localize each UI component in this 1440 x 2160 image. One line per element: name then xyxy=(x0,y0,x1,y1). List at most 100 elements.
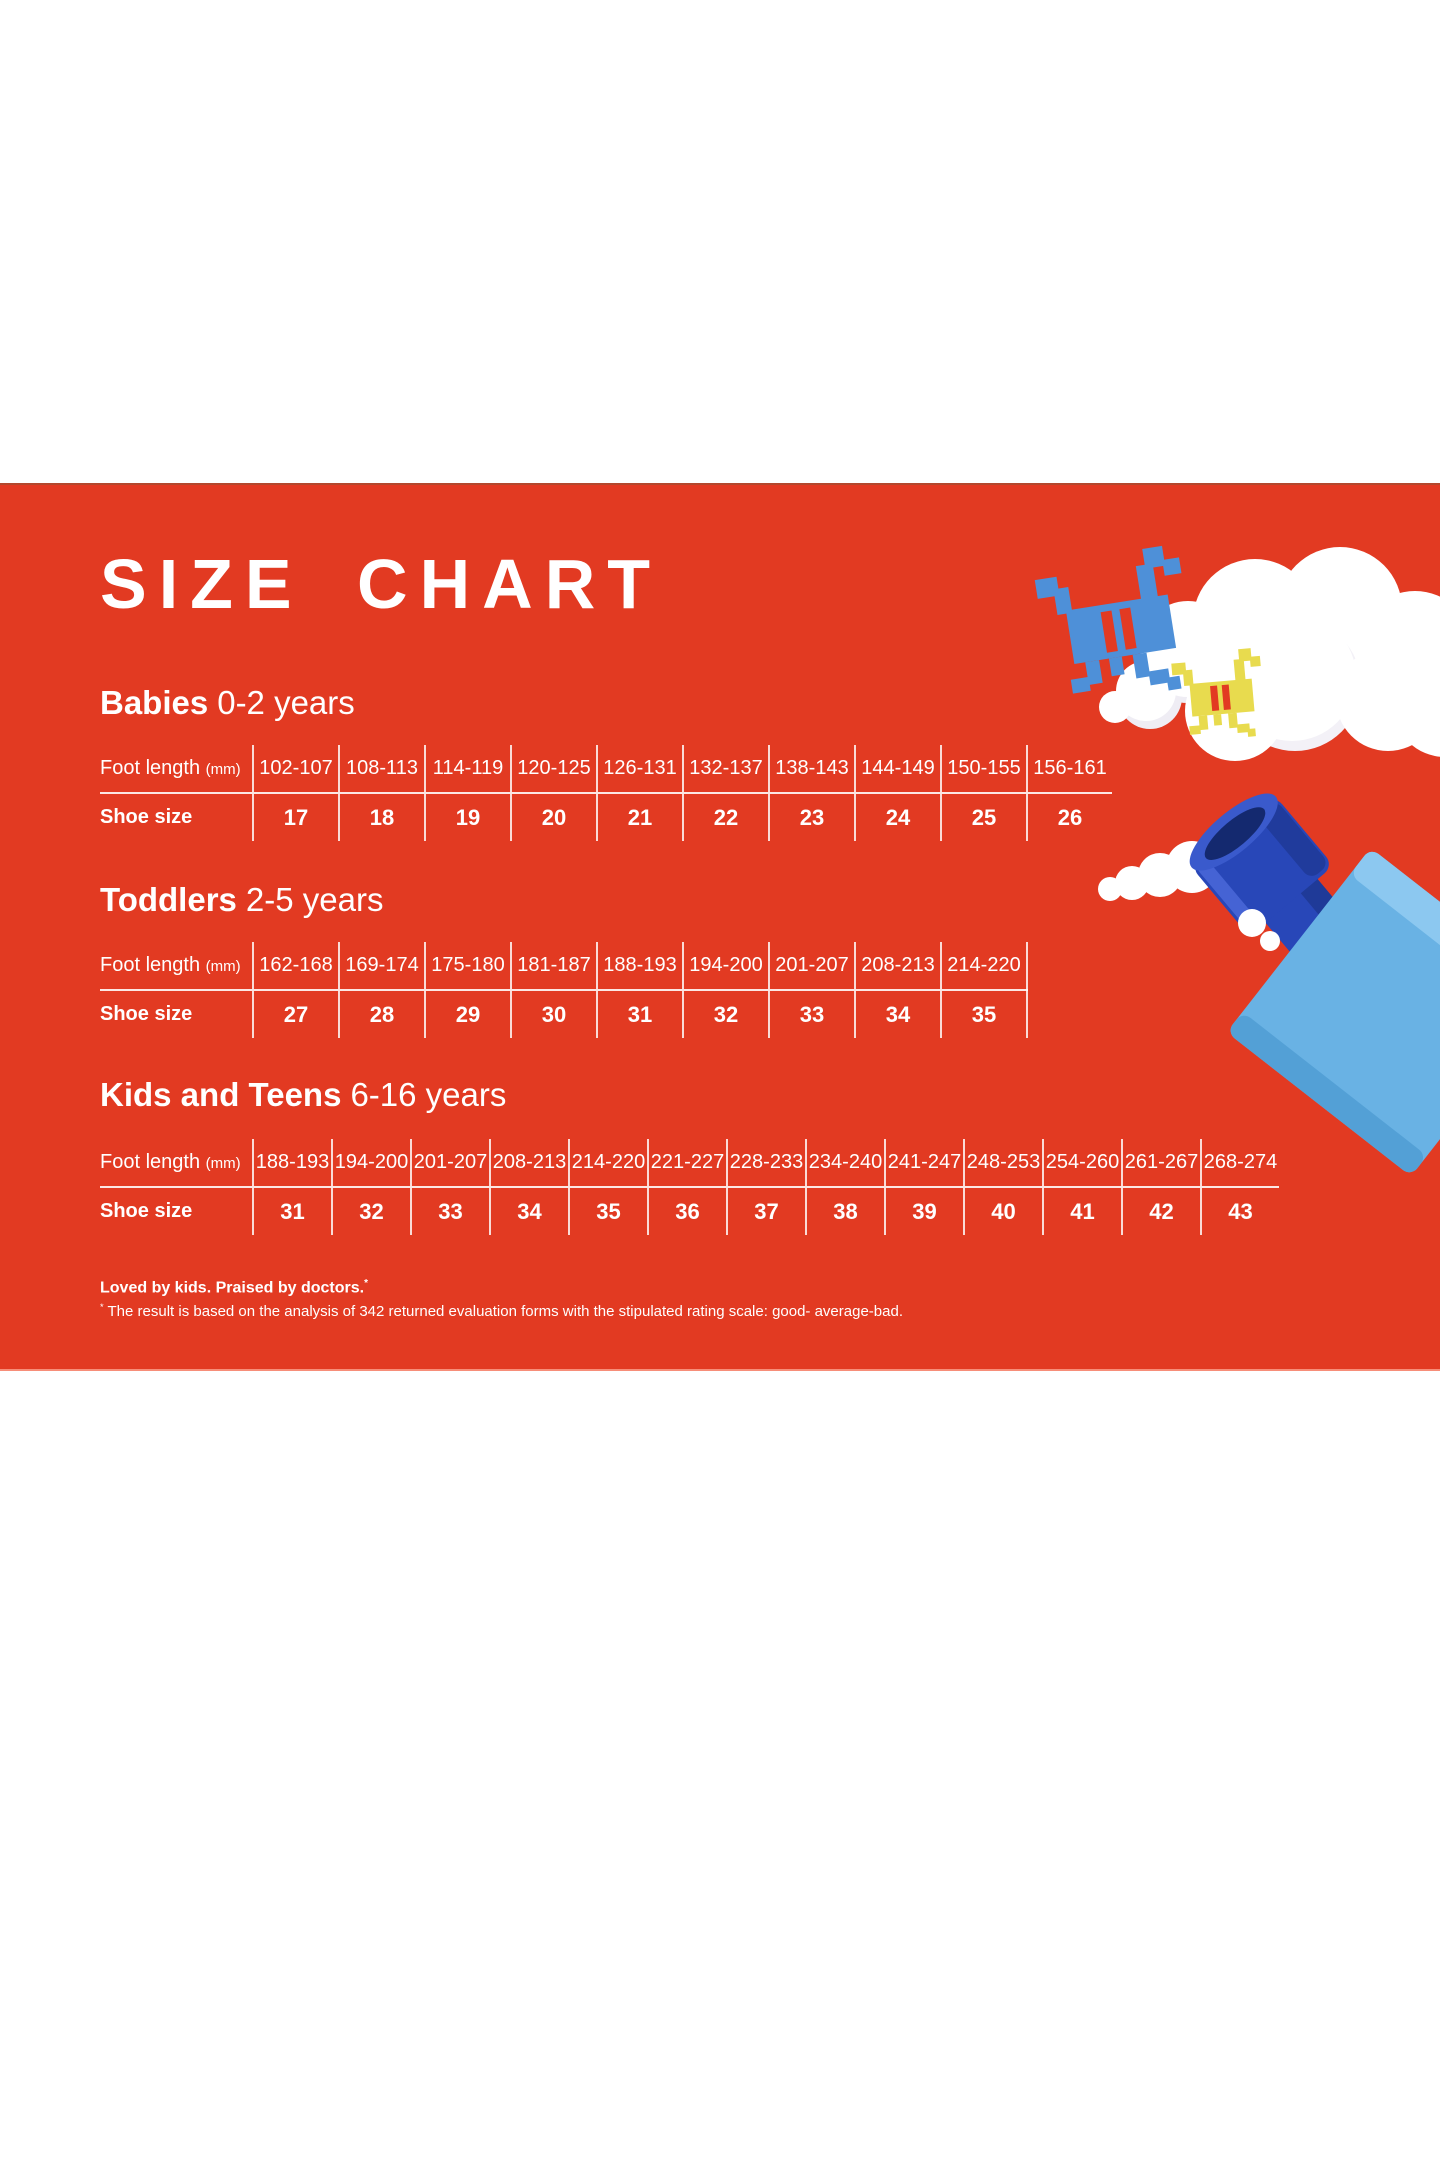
shoe-size-cell: 32 xyxy=(331,1187,411,1235)
foot-length-range-cell: 234-240 xyxy=(805,1139,885,1188)
foot-length-range-cell: 261-267 xyxy=(1121,1139,1201,1188)
pixel-invader-toy-icon xyxy=(1034,545,1182,694)
cloud-icon xyxy=(1099,547,1440,761)
shoe-size-cell: 33 xyxy=(768,990,855,1038)
foot-length-range-cell: 169-174 xyxy=(338,942,425,991)
shoe-size-cell: 29 xyxy=(424,990,511,1038)
size-chart-banner: SIZE CHART Babies 0-2 years Foot length (… xyxy=(0,483,1440,1371)
shoe-size-cell: 25 xyxy=(940,793,1027,841)
section-age-range: 6-16 years xyxy=(350,1076,507,1113)
toddlers-size-table: Foot length (mm) 162-168 169-174 175-180 181… xyxy=(100,942,1028,1038)
foot-length-range-cell: 194-200 xyxy=(331,1139,411,1188)
shoe-size-cell: 35 xyxy=(940,990,1028,1038)
foot-length-range-cell: 132-137 xyxy=(682,745,769,794)
foot-length-range-cell: 126-131 xyxy=(596,745,683,794)
foot-length-row: Foot length (mm) 102-107 108-113 114-119 120… xyxy=(100,745,1112,794)
foot-length-range-cell: 228-233 xyxy=(726,1139,806,1188)
section-name: Toddlers xyxy=(100,881,237,918)
shoe-size-cell: 21 xyxy=(596,793,683,841)
asterisk: * xyxy=(364,1278,368,1289)
foot-length-range-cell: 254-260 xyxy=(1042,1139,1122,1188)
foot-length-range-cell: 150-155 xyxy=(940,745,1027,794)
foot-length-range-cell: 188-193 xyxy=(596,942,683,991)
foot-length-row: Foot length (mm) 162-168 169-174 175-180 181… xyxy=(100,942,1028,991)
foot-length-range-cell: 201-207 xyxy=(410,1139,490,1188)
shoe-size-row: Shoe size 17 18 19 20 21 22 23 24 25 26 xyxy=(100,793,1112,841)
foot-length-range-cell: 175-180 xyxy=(424,942,511,991)
shoe-size-row: Shoe size 27 28 29 30 31 32 33 34 35 xyxy=(100,990,1028,1038)
foot-length-range-cell: 208-213 xyxy=(489,1139,569,1188)
shoe-size-cell: 39 xyxy=(884,1187,964,1235)
section-heading-babies: Babies 0-2 years xyxy=(100,686,355,719)
shoe-size-label: Shoe size xyxy=(100,1200,193,1222)
shoe-size-cell: 38 xyxy=(805,1187,885,1235)
shoe-size-cell: 30 xyxy=(510,990,597,1038)
shoe-size-cell: 34 xyxy=(489,1187,569,1235)
foot-length-range-cell: 102-107 xyxy=(252,745,339,794)
shoe-size-cell: 23 xyxy=(768,793,855,841)
foot-length-label: Foot length (mm) xyxy=(100,942,253,991)
foot-length-range-cell: 162-168 xyxy=(252,942,339,991)
babies-size-table: Foot length (mm) 102-107 108-113 114-119 120… xyxy=(100,745,1112,841)
footnote-detail: * The result is based on the analysis of… xyxy=(100,1301,903,1320)
foot-length-range-cell: 214-220 xyxy=(568,1139,648,1188)
shoe-size-cell: 40 xyxy=(963,1187,1043,1235)
asterisk: * xyxy=(100,1301,104,1312)
shoe-size-cell: 28 xyxy=(338,990,425,1038)
unit-label: (mm) xyxy=(205,1155,241,1172)
shoe-size-cell: 17 xyxy=(252,793,339,841)
page-title: SIZE CHART xyxy=(100,545,662,623)
section-age-range: 2-5 years xyxy=(245,881,384,918)
pixel-invader-toy-icon xyxy=(1171,648,1261,737)
shoe-size-cell: 31 xyxy=(252,1187,332,1235)
shoe-size-cell: 34 xyxy=(854,990,941,1038)
foot-length-range-cell: 120-125 xyxy=(510,745,597,794)
shoe-size-cell: 20 xyxy=(510,793,597,841)
shoe-size-cell: 32 xyxy=(682,990,769,1038)
shoe-size-cell: 31 xyxy=(596,990,683,1038)
foot-length-range-cell: 208-213 xyxy=(854,942,941,991)
foot-length-row: Foot length (mm) 188-193 194-200 201-207 208… xyxy=(100,1139,1279,1188)
section-name: Babies xyxy=(100,684,209,721)
shoe-size-label: Shoe size xyxy=(100,806,193,828)
toy-block-icon xyxy=(1189,793,1440,1173)
cloud-icon xyxy=(1098,831,1308,903)
unit-label: (mm) xyxy=(205,958,241,975)
foot-length-range-cell: 214-220 xyxy=(940,942,1028,991)
foot-length-range-cell: 194-200 xyxy=(682,942,769,991)
footnote: Loved by kids. Praised by doctors.* * Th… xyxy=(100,1278,903,1321)
footnote-headline: Loved by kids. Praised by doctors.* xyxy=(100,1278,368,1297)
unit-label: (mm) xyxy=(205,761,241,778)
foot-length-range-cell: 248-253 xyxy=(963,1139,1043,1188)
foot-length-range-cell: 201-207 xyxy=(768,942,855,991)
shoe-size-cell: 26 xyxy=(1026,793,1112,841)
section-age-range: 0-2 years xyxy=(217,684,355,721)
section-heading-kids-teens: Kids and Teens 6-16 years xyxy=(100,1078,506,1111)
shoe-size-cell: 18 xyxy=(338,793,425,841)
foot-length-range-cell: 108-113 xyxy=(338,745,425,794)
foot-length-range-cell: 221-227 xyxy=(647,1139,727,1188)
shoe-size-cell: 24 xyxy=(854,793,941,841)
shoe-size-cell: 35 xyxy=(568,1187,648,1235)
shoe-size-cell: 33 xyxy=(410,1187,490,1235)
foot-length-label: Foot length (mm) xyxy=(100,1139,253,1188)
foot-length-range-cell: 138-143 xyxy=(768,745,855,794)
foot-length-range-cell: 241-247 xyxy=(884,1139,964,1188)
foot-length-range-cell: 144-149 xyxy=(854,745,941,794)
foot-length-label: Foot length (mm) xyxy=(100,745,253,794)
shoe-size-row: Shoe size 31 32 33 34 35 36 37 38 39 40 41 42 43 xyxy=(100,1187,1279,1235)
shoe-size-cell: 41 xyxy=(1042,1187,1122,1235)
shoe-size-label: Shoe size xyxy=(100,1003,193,1025)
foot-length-range-cell: 114-119 xyxy=(424,745,511,794)
shoe-size-cell: 22 xyxy=(682,793,769,841)
section-name: Kids and Teens xyxy=(100,1076,342,1113)
foot-length-range-cell: 188-193 xyxy=(252,1139,332,1188)
shoe-size-cell: 43 xyxy=(1200,1187,1279,1235)
shoe-size-cell: 19 xyxy=(424,793,511,841)
foot-length-range-cell: 156-161 xyxy=(1026,745,1112,794)
shoe-size-cell: 27 xyxy=(252,990,339,1038)
shoe-size-cell: 42 xyxy=(1121,1187,1201,1235)
shoe-size-cell: 36 xyxy=(647,1187,727,1235)
shoe-size-cell: 37 xyxy=(726,1187,806,1235)
section-heading-toddlers: Toddlers 2-5 years xyxy=(100,883,383,916)
